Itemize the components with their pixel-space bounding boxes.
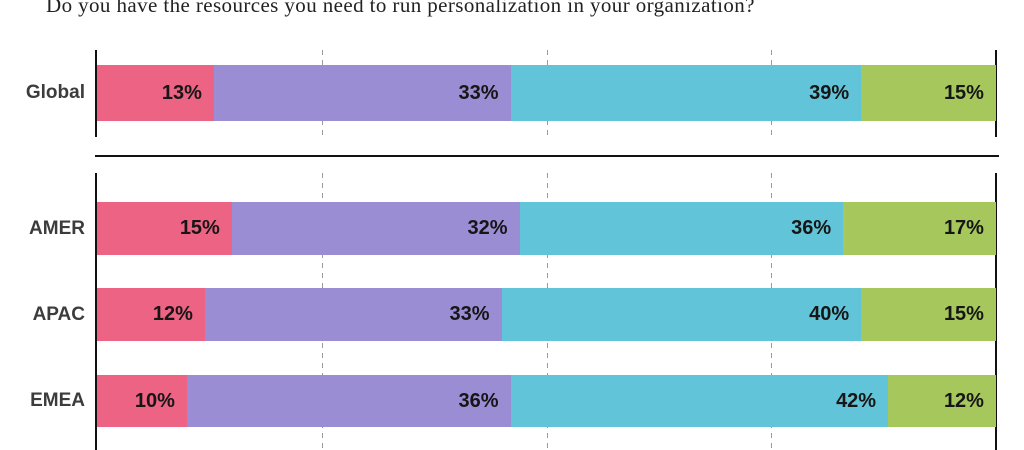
bar-segment-amer-series_3: 36%	[519, 202, 844, 255]
segment-value-label: 32%	[467, 217, 508, 239]
category-label-amer: AMER	[29, 217, 85, 239]
bar-segment-apac-series_2: 33%	[204, 288, 502, 341]
chart-title: Do you have the resources you need to ru…	[46, 0, 755, 17]
segment-value-label: 33%	[458, 81, 499, 104]
bar-row-apac: APAC 12% 33% 40% 15%	[33, 288, 996, 341]
bar-segment-apac-series_4: 15%	[861, 288, 996, 341]
bar-row-emea: EMEA 10% 36% 42% 12%	[30, 375, 996, 427]
right-axis-line	[995, 50, 997, 137]
segment-value-label: 10%	[134, 389, 175, 412]
bar-segment-emea-series_4: 12%	[888, 375, 996, 427]
segment-value-label: 33%	[449, 303, 490, 325]
bar-segment-emea-series_3: 42%	[510, 375, 889, 427]
bar-segment-global-series_3: 39%	[510, 65, 862, 121]
bar-segment-apac-series_3: 40%	[501, 288, 862, 341]
section-divider	[95, 155, 999, 157]
segment-value-label: 36%	[458, 389, 499, 412]
bar-segment-global-series_4: 15%	[861, 65, 996, 121]
bar-segment-amer-series_1: 15%	[97, 202, 232, 255]
bar-segment-amer-series_4: 17%	[843, 202, 996, 255]
segment-value-label: 15%	[943, 303, 984, 325]
bar-segment-amer-series_2: 32%	[231, 202, 520, 255]
left-axis-line	[95, 173, 97, 450]
category-label-apac: APAC	[32, 303, 85, 325]
segment-value-label: 36%	[791, 217, 832, 239]
segment-value-label: 12%	[152, 303, 193, 325]
category-label-global: Global	[25, 82, 85, 103]
category-label-emea: EMEA	[30, 390, 85, 411]
left-axis-line	[95, 50, 97, 137]
segment-value-label: 39%	[809, 81, 850, 104]
bar-row-global: Global 13% 33% 39% 15%	[26, 65, 996, 121]
segment-value-label: 15%	[179, 217, 220, 239]
bar-segment-global-series_2: 33%	[213, 65, 511, 121]
segment-value-label: 15%	[943, 81, 984, 104]
bar-segment-emea-series_2: 36%	[186, 375, 511, 427]
bar-segment-emea-series_1: 10%	[97, 375, 187, 427]
segment-value-label: 12%	[943, 389, 984, 412]
bar-row-amer: AMER 15% 32% 36% 17%	[29, 202, 996, 255]
segment-value-label: 42%	[836, 389, 877, 412]
segment-value-label: 13%	[161, 81, 202, 104]
bar-segment-global-series_1: 13%	[97, 65, 214, 121]
chart-section-regions: AMER 15% 32% 36% 17% APAC 12% 33% 40% 15% EMEA 10% 3…	[29, 173, 997, 450]
chart-section-global: Global 13% 33% 39% 15%	[26, 50, 997, 137]
right-axis-line	[995, 173, 997, 450]
segment-value-label: 40%	[809, 303, 850, 325]
bar-segment-apac-series_1: 12%	[97, 288, 205, 341]
segment-value-label: 17%	[943, 217, 984, 239]
